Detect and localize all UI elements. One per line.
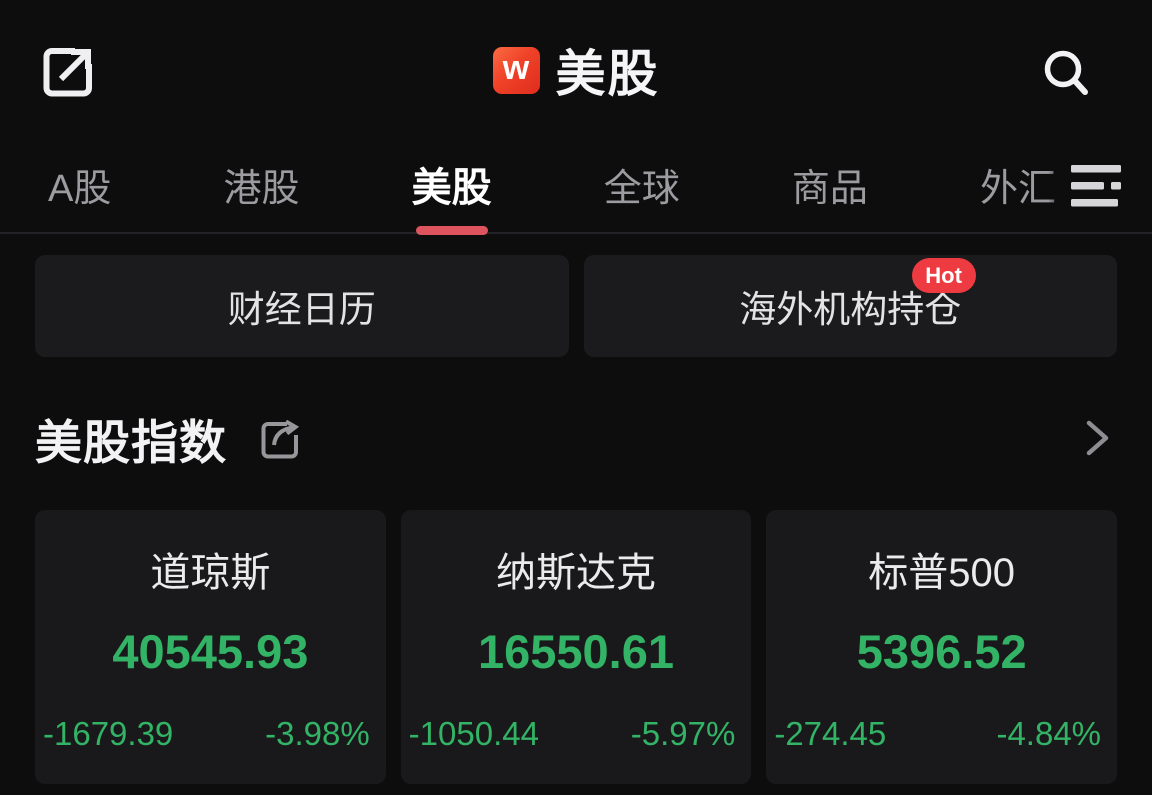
index-name: 标普500 [868, 551, 1016, 595]
index-change-percent: -5.97% [630, 715, 736, 752]
tab-commodities[interactable]: 商品 [791, 167, 868, 210]
tab-hk-stocks[interactable]: 港股 [223, 167, 300, 210]
index-change: -274.45 [774, 715, 887, 752]
header-bar: w 美股 [0, 0, 1152, 140]
overseas-holdings-button[interactable]: 海外机构持仓 Hot [583, 255, 1117, 357]
page-title-group: w 美股 [0, 0, 1152, 140]
market-tabs: A股 港股 美股 全球 商品 外汇 [48, 140, 1056, 232]
share-icon[interactable] [257, 417, 303, 463]
index-name: 道琼斯 [150, 551, 271, 595]
section-title: 美股指数 [35, 415, 227, 469]
index-card-nasdaq[interactable]: 纳斯达克 16550.61 -1050.44 -5.97% [400, 510, 752, 784]
financial-calendar-label: 财经日历 [227, 289, 376, 330]
index-change: -1679.39 [43, 715, 174, 752]
quick-links-row: 财经日历 海外机构持仓 Hot [35, 255, 1117, 357]
chevron-right-icon[interactable] [1082, 416, 1112, 460]
index-value: 40545.93 [112, 625, 309, 678]
index-value: 16550.61 [477, 625, 675, 678]
index-change-percent: -3.98% [265, 715, 370, 752]
wind-w-logo: w [492, 46, 540, 94]
index-card-dow-jones[interactable]: 道琼斯 40545.93 -1679.39 -3.98% [35, 510, 386, 784]
index-value: 5396.52 [856, 625, 1027, 678]
hot-badge: Hot [911, 258, 976, 293]
tab-forex[interactable]: 外汇 [979, 167, 1056, 210]
index-change: -1050.44 [408, 715, 539, 752]
share-export-icon[interactable] [38, 42, 98, 102]
tab-global[interactable]: 全球 [603, 167, 680, 210]
index-card-sp500[interactable]: 标普500 5396.52 -274.45 -4.84% [766, 510, 1118, 784]
financial-calendar-button[interactable]: 财经日历 [35, 255, 569, 357]
market-tab-bar: A股 港股 美股 全球 商品 外汇 [0, 140, 1152, 234]
index-name: 纳斯达克 [496, 551, 656, 595]
us-indices-section-header: 美股指数 [35, 407, 1112, 469]
tab-menu-icon[interactable] [1048, 140, 1152, 232]
overseas-holdings-label: 海外机构持仓 [739, 289, 962, 330]
page-title: 美股 [555, 46, 660, 102]
index-change-percent: -4.84% [996, 715, 1102, 752]
index-cards-row: 道琼斯 40545.93 -1679.39 -3.98% 纳斯达克 16550.… [35, 510, 1118, 784]
tab-a-shares[interactable]: A股 [48, 167, 112, 210]
tab-us-stocks[interactable]: 美股 [412, 155, 492, 217]
search-icon[interactable] [1038, 46, 1094, 102]
index-change-row: -274.45 -4.84% [766, 715, 1117, 753]
index-change-row: -1050.44 -5.97% [401, 715, 752, 753]
index-change-row: -1679.39 -3.98% [35, 715, 386, 753]
